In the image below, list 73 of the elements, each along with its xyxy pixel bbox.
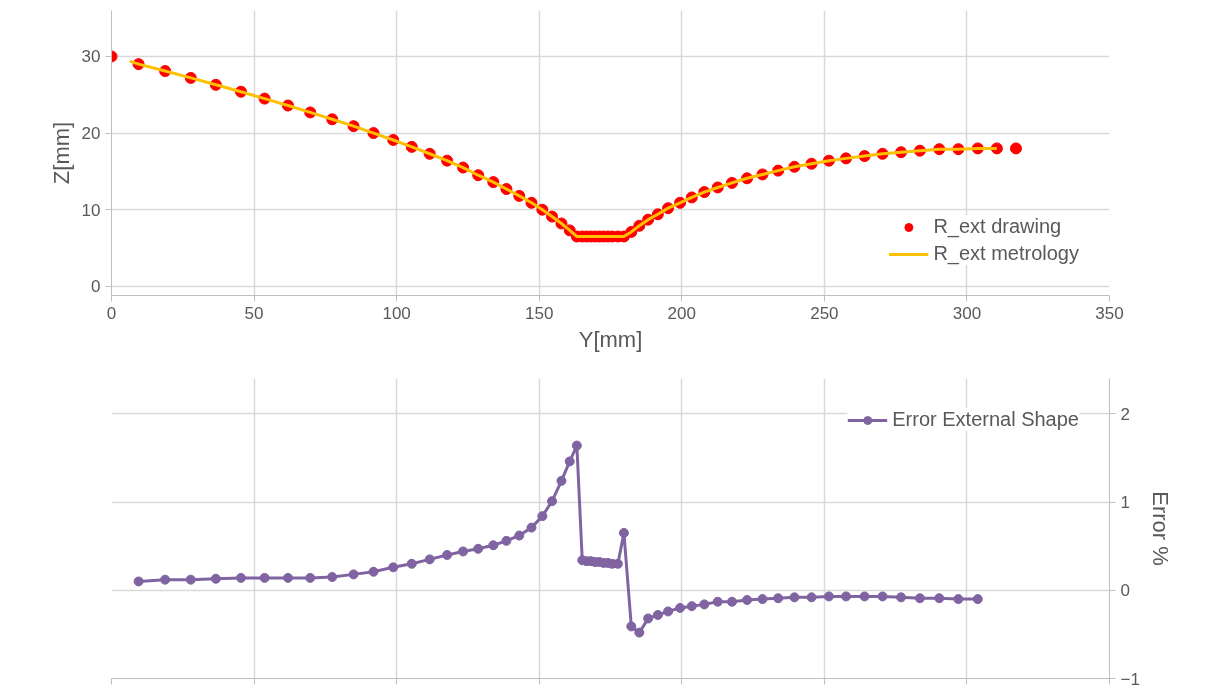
point	[235, 572, 246, 583]
legend-label: Error External Shape	[892, 408, 1079, 431]
legend-label: R_ext drawing	[933, 215, 1062, 238]
x-tick-label: 250	[810, 303, 839, 323]
point	[160, 574, 171, 585]
point	[877, 591, 888, 602]
point	[556, 475, 567, 486]
point	[488, 540, 499, 551]
x-tick-label: 0	[106, 303, 117, 323]
point	[618, 527, 629, 538]
point	[806, 592, 817, 603]
y2-tick-label: 0	[1120, 581, 1130, 601]
y-axis-title: Z[mm]	[48, 121, 74, 185]
y2-tick-label: −1	[1120, 669, 1140, 688]
point	[424, 554, 435, 565]
point	[473, 543, 484, 554]
point	[789, 592, 800, 603]
x-tick-label: 100	[382, 303, 411, 323]
point	[547, 496, 558, 507]
point	[823, 591, 834, 602]
point	[663, 606, 674, 617]
point	[283, 572, 293, 583]
point	[896, 592, 907, 603]
y-tick-label: 10	[81, 200, 101, 220]
point	[305, 572, 316, 583]
point	[327, 572, 338, 583]
point	[914, 593, 925, 604]
y2-tick-label: 2	[1120, 404, 1130, 424]
point	[526, 522, 537, 533]
point	[643, 613, 654, 624]
x-tick-label: 300	[952, 303, 982, 323]
y2-tick-label: 1	[1120, 493, 1130, 513]
point	[773, 593, 784, 604]
point	[652, 609, 663, 620]
y-tick-label: 30	[81, 47, 101, 67]
point	[348, 569, 359, 580]
point	[185, 574, 196, 585]
point	[259, 572, 270, 583]
point	[442, 549, 453, 560]
point	[675, 602, 686, 613]
point	[699, 599, 710, 610]
x-tick-label: 350	[1095, 303, 1124, 323]
point	[626, 621, 637, 632]
point	[564, 456, 575, 467]
x-tick-label: 50	[244, 303, 264, 323]
legend-label: R_ext metrology	[933, 242, 1079, 265]
y-tick-label: 20	[81, 124, 101, 144]
point	[686, 601, 697, 612]
x-axis-title: Y[mm]	[578, 326, 643, 352]
point	[634, 627, 645, 638]
point	[537, 511, 548, 522]
point	[742, 594, 753, 605]
point	[406, 558, 417, 569]
point	[726, 596, 737, 607]
point	[368, 566, 379, 577]
point	[514, 530, 525, 541]
point	[458, 546, 469, 557]
point	[859, 591, 870, 602]
point	[501, 535, 512, 546]
x-tick-label: 150	[525, 303, 554, 323]
point	[712, 596, 723, 607]
point	[210, 573, 221, 584]
y2-axis-title: Error %	[1147, 491, 1173, 566]
point	[133, 576, 144, 587]
point	[972, 594, 983, 605]
point	[571, 440, 582, 451]
x-tick-label: 200	[667, 303, 696, 323]
point	[934, 593, 945, 604]
y-tick-label: 0	[91, 277, 101, 297]
point	[757, 594, 768, 605]
point	[388, 562, 399, 573]
point	[841, 591, 852, 602]
point	[953, 594, 964, 605]
